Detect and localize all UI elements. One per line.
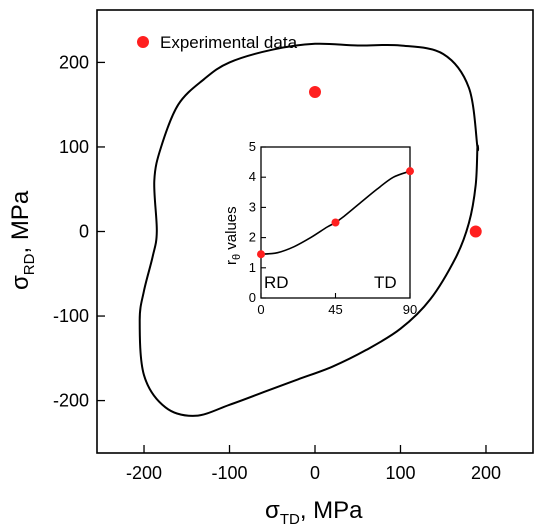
inset-plot-area bbox=[257, 167, 414, 259]
inset-corner-label-td: TD bbox=[374, 273, 397, 292]
x-axis-subscript: TD bbox=[280, 511, 300, 528]
inset-corner-label-rd: RD bbox=[264, 273, 289, 292]
inset-experimental-point bbox=[331, 218, 340, 227]
y-tick-label: -200 bbox=[53, 391, 89, 411]
main-plot-area bbox=[138, 42, 482, 417]
experimental-point bbox=[469, 225, 482, 238]
inset-y-axis-symbol: r bbox=[223, 260, 240, 265]
x-tick-label: 200 bbox=[471, 463, 501, 483]
inset-x-tick-label: 90 bbox=[403, 302, 417, 317]
inset-y-tick-label: 5 bbox=[249, 139, 256, 154]
x-tick-label: -200 bbox=[126, 463, 162, 483]
inset-y-tick-label: 3 bbox=[249, 199, 256, 214]
inset-y-axis-unit: values bbox=[223, 206, 240, 254]
inset-y-axis-title: rθ values bbox=[223, 206, 243, 265]
legend-marker bbox=[137, 36, 149, 48]
y-tick-label: 100 bbox=[59, 137, 89, 157]
y-axis-unit: , MPa bbox=[7, 190, 34, 253]
x-axis-title: σTD, MPa bbox=[265, 497, 363, 528]
inset-x-tick-label: 45 bbox=[328, 302, 342, 317]
x-tick-label: 100 bbox=[385, 463, 415, 483]
x-axis-unit: , MPa bbox=[300, 497, 363, 524]
y-tick-label: 200 bbox=[59, 52, 89, 72]
inset-y-tick-label: 1 bbox=[249, 260, 256, 275]
inset-y-axis-subscript: θ bbox=[231, 254, 243, 260]
y-axis-title: σRD, MPa bbox=[7, 190, 38, 290]
yield-locus-curve bbox=[138, 42, 480, 417]
inset-y-tick-label: 4 bbox=[249, 169, 256, 184]
experimental-point bbox=[309, 86, 321, 99]
x-tick-label: -100 bbox=[211, 463, 247, 483]
y-tick-label: 0 bbox=[79, 222, 89, 242]
x-tick-label: 0 bbox=[310, 463, 320, 483]
y-axis-subscript: RD bbox=[21, 253, 38, 275]
inset-y-tick-label: 2 bbox=[249, 230, 256, 245]
inset-x-tick-label: 0 bbox=[257, 302, 264, 317]
legend-label: Experimental data bbox=[160, 33, 298, 52]
inset-y-tick-label: 0 bbox=[249, 290, 256, 305]
y-axis-symbol: σ bbox=[7, 275, 34, 290]
inset-experimental-point bbox=[257, 250, 265, 259]
x-axis-symbol: σ bbox=[265, 497, 280, 524]
y-tick-label: -100 bbox=[53, 306, 89, 326]
inset-experimental-point bbox=[406, 167, 414, 176]
